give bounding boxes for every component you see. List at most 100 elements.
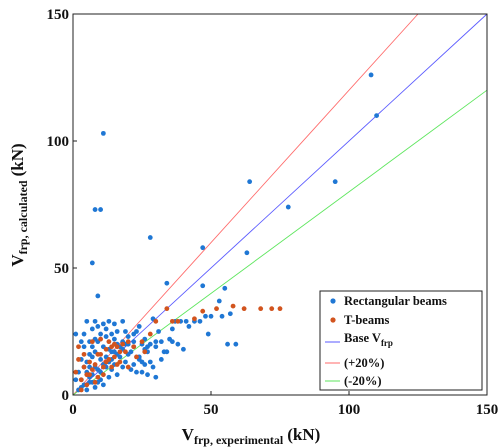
point-s1-28: [214, 306, 219, 312]
point-s0-24: [123, 329, 128, 334]
point-s1-30: [241, 306, 247, 312]
point-s1-50: [89, 339, 95, 345]
point-s1-20: [139, 339, 145, 345]
point-s0-33: [156, 329, 161, 334]
point-s0-9: [98, 207, 103, 212]
point-s0-32: [153, 339, 159, 345]
point-s0-39: [183, 318, 189, 324]
point-s1-3: [81, 364, 87, 370]
point-s0-139: [153, 344, 159, 350]
point-s0-93: [181, 346, 186, 352]
point-s0-69: [100, 382, 106, 388]
point-s0-133: [131, 339, 137, 345]
point-s0-105: [109, 331, 115, 337]
point-s0-108: [120, 318, 126, 324]
point-s0-49: [219, 313, 225, 319]
point-s0-10: [100, 130, 106, 136]
x-tick-label-100: 100: [338, 402, 361, 418]
point-s0-102: [100, 321, 106, 327]
y-tick-label-0: 0: [62, 388, 70, 404]
point-s0-13: [89, 344, 95, 350]
point-s1-18: [125, 339, 131, 345]
point-s0-83: [139, 369, 145, 375]
point-s0-134: [134, 329, 139, 334]
point-s0-44: [200, 245, 206, 251]
point-s0-101: [98, 331, 103, 337]
point-s0-138: [147, 341, 153, 347]
y-axis-title: Vfrp, calculated(kN): [8, 143, 30, 266]
point-s0-52: [227, 311, 233, 317]
point-s0-45: [203, 313, 208, 319]
point-s0-35: [164, 280, 170, 286]
point-s0-47: [208, 313, 214, 319]
point-s0-104: [106, 318, 112, 324]
point-s0-51: [225, 341, 230, 347]
y-axis-ticks: 0 50 100 150: [47, 7, 77, 404]
reference-line-0: [72, 13, 488, 396]
point-s0-77: [123, 359, 128, 365]
point-s1-4: [84, 382, 90, 388]
point-s1-8: [95, 374, 101, 380]
point-s0-141: [169, 326, 175, 332]
point-s1-36: [87, 359, 92, 365]
point-s0-86: [147, 359, 153, 365]
x-axis-title: Vfrp, experimental (kN): [182, 425, 321, 447]
plot-frame: [72, 13, 488, 396]
point-s0-30: [147, 235, 153, 240]
point-s0-6: [92, 318, 98, 324]
point-s1-24: [169, 318, 175, 324]
legend-label-rectangular: Rectangular beams: [344, 294, 447, 308]
point-s0-84: [142, 362, 148, 367]
data-points: [73, 72, 379, 393]
point-s1-49: [81, 351, 87, 357]
x-axis-ticks: 0 50 100 150: [69, 391, 498, 418]
point-s0-100: [95, 324, 101, 329]
point-s0-85: [145, 372, 150, 378]
point-s0-57: [332, 179, 338, 185]
point-s1-52: [106, 339, 112, 345]
point-s0-132: [128, 349, 134, 355]
point-s0-63: [84, 387, 90, 393]
point-s0-66: [92, 384, 98, 390]
point-s0-76: [120, 364, 126, 370]
point-s0-98: [89, 354, 95, 360]
point-s1-43: [117, 359, 123, 365]
point-s0-8: [92, 207, 98, 212]
point-s0-21: [112, 336, 117, 342]
point-s1-10: [100, 364, 106, 370]
point-s0-40: [186, 324, 192, 329]
point-s1-17: [120, 341, 126, 347]
point-s1-19: [131, 344, 137, 350]
point-s0-89: [158, 357, 164, 362]
point-s0-115: [78, 339, 84, 345]
legend-label-tbeams: T-beams: [344, 313, 390, 327]
point-s0-53: [233, 341, 239, 347]
point-s1-39: [100, 372, 106, 378]
point-s1-25: [175, 318, 181, 324]
point-s1-26: [192, 316, 197, 322]
y-tick-label-50: 50: [54, 261, 69, 277]
point-s1-37: [92, 379, 98, 385]
point-s0-42: [197, 318, 203, 324]
point-s0-58: [368, 72, 374, 78]
point-s0-7: [89, 260, 95, 266]
point-s0-106: [112, 321, 117, 327]
point-s1-45: [125, 364, 131, 370]
point-s1-44: [123, 349, 128, 355]
legend-box: [319, 290, 483, 391]
point-s1-29: [230, 303, 236, 309]
point-s1-47: [142, 349, 148, 355]
point-s0-107: [114, 329, 120, 334]
point-s1-1: [76, 357, 81, 362]
legend-label-minus20: (-20%): [344, 374, 382, 388]
point-s0-55: [247, 179, 253, 185]
point-s0-95: [81, 344, 87, 350]
point-s0-116: [81, 331, 87, 337]
point-s0-5: [89, 326, 95, 332]
point-s0-54: [244, 250, 250, 256]
point-s1-31: [258, 306, 264, 312]
point-s1-48: [76, 344, 81, 350]
y-tick-label-150: 150: [47, 7, 70, 23]
x-tick-label-0: 0: [69, 402, 77, 418]
